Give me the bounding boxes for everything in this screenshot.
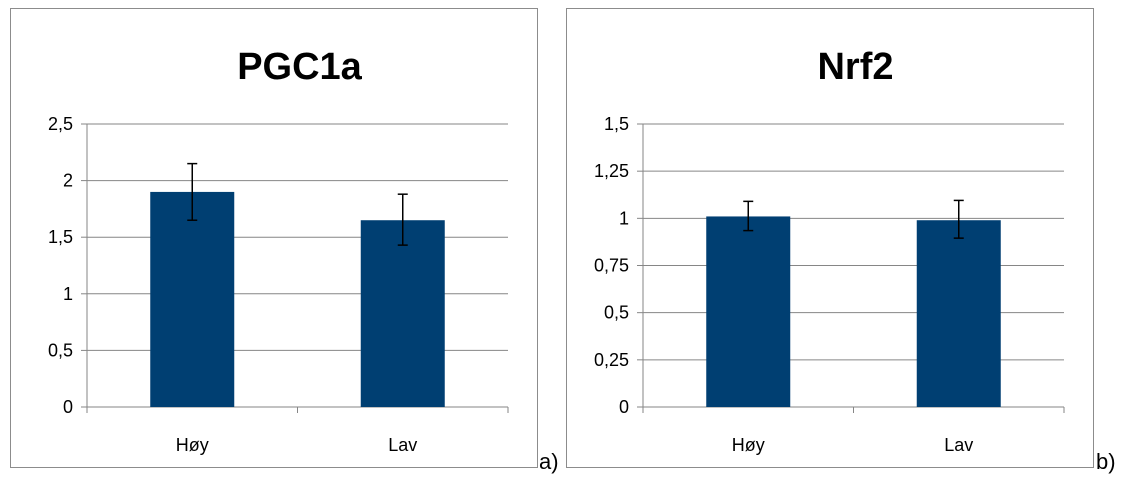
error-bar bbox=[187, 162, 198, 221]
error-bar bbox=[743, 200, 754, 232]
panel-label-b: b) bbox=[1096, 449, 1116, 474]
error-bar bbox=[397, 193, 408, 246]
x-tick-label: Lav bbox=[944, 435, 973, 455]
bar-Lav bbox=[916, 220, 1001, 407]
chart-panel-nrf2: Nrf2 0 0,25 0,5 0,75 1 1,25 1,5 Høy Lav bbox=[566, 8, 1094, 468]
y-tick-label: 1 bbox=[619, 208, 629, 228]
y-tick-label: 1,5 bbox=[48, 227, 73, 247]
y-tick-label: 1,5 bbox=[604, 114, 629, 134]
x-tick-label: Høy bbox=[732, 435, 765, 455]
chart-svg-nrf2: Nrf2 0 0,25 0,5 0,75 1 1,25 1,5 Høy Lav bbox=[594, 46, 1065, 455]
y-tick-label: 0,5 bbox=[604, 303, 629, 323]
panel-label-a: a) bbox=[539, 449, 559, 474]
y-tick-label: 0 bbox=[619, 397, 629, 417]
chart-svg-pgc1a: PGC1a 0 0,5 1 1,5 2 2,5 Høy Lav bbox=[48, 46, 509, 455]
y-tick-label: 0,75 bbox=[594, 256, 629, 276]
chart-panel-pgc1a: PGC1a 0 0,5 1 1,5 2 2,5 Høy Lav bbox=[10, 8, 538, 468]
x-tick-label: Lav bbox=[388, 435, 417, 455]
error-bar bbox=[953, 199, 964, 239]
bar-Lav bbox=[360, 220, 445, 407]
y-tick-label: 1 bbox=[63, 284, 73, 304]
y-tick-label: 2,5 bbox=[48, 114, 73, 134]
x-tick-label: Høy bbox=[176, 435, 209, 455]
y-tick-label: 2 bbox=[63, 171, 73, 191]
chart-title: Nrf2 bbox=[817, 46, 893, 88]
y-tick-label: 1,25 bbox=[594, 161, 629, 181]
y-tick-label: 0 bbox=[63, 397, 73, 417]
chart-title: PGC1a bbox=[237, 46, 362, 88]
y-tick-label: 0,25 bbox=[594, 350, 629, 370]
y-tick-label: 0,5 bbox=[48, 340, 73, 360]
bar-Høy bbox=[706, 216, 791, 407]
bar-Høy bbox=[150, 191, 235, 407]
